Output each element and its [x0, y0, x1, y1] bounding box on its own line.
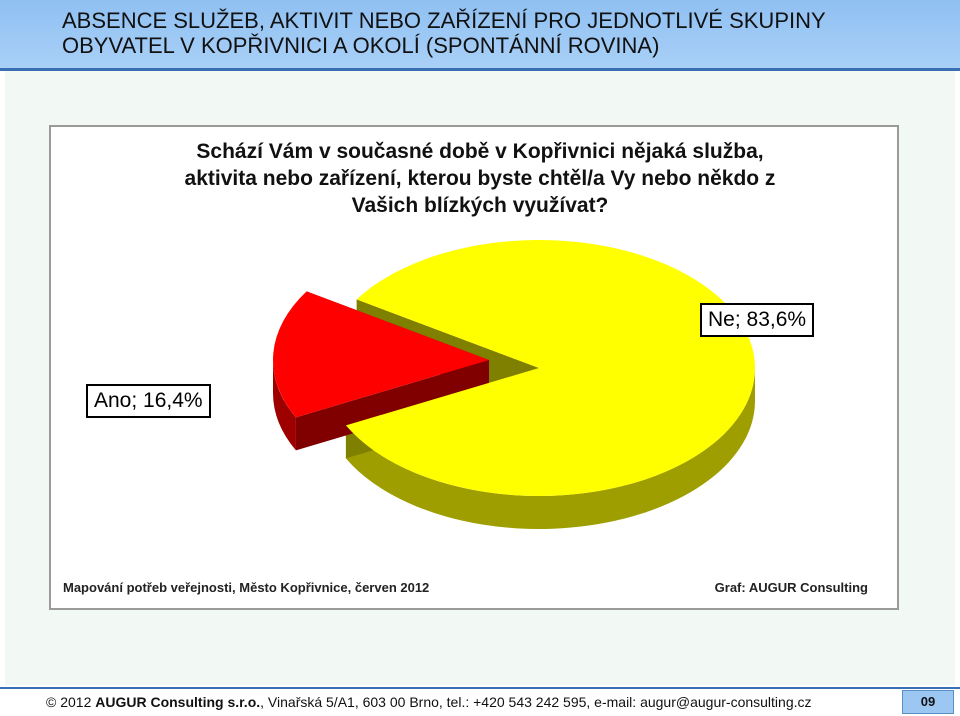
page-number: 09 — [902, 690, 954, 714]
pie-wall-ne-0 — [345, 368, 755, 529]
footer-contact: , Vinařská 5/A1, 603 00 Brno, tel.: +420… — [260, 694, 812, 710]
header-divider — [0, 68, 960, 71]
pie-slice-ne — [345, 240, 755, 496]
pie-tops — [273, 240, 755, 496]
chart-source-note: Mapování potřeb veřejnosti, Město Kopřiv… — [63, 580, 430, 595]
footer-copyright: © 2012 — [46, 694, 92, 710]
slide-header: ABSENCE SLUŽEB, AKTIVIT NEBO ZAŘÍZENÍ PR… — [0, 0, 960, 68]
data-label-ne: Ne; 83,6% — [700, 303, 815, 337]
footer-company: AUGUR Consulting s.r.o. — [95, 694, 261, 710]
footer-divider — [0, 687, 960, 689]
pie-slice-ano — [273, 291, 489, 418]
pie-chart — [273, 240, 755, 529]
footer: © 2012 AUGUR Consulting s.r.o., Vinařská… — [46, 694, 812, 710]
chart-title: Schází Vám v současné době v Kopřivnici … — [130, 138, 830, 219]
chart-title-line-3: Vašich blízkých využívat? — [351, 194, 609, 217]
slide-title-line-1: ABSENCE SLUŽEB, AKTIVIT NEBO ZAŘÍZENÍ PR… — [62, 8, 826, 33]
slide-title-line-2: OBYVATEL V KOPŘIVNICI A OKOLÍ (SPONTÁNNÍ… — [62, 33, 660, 58]
pie-cut-ano-0 — [295, 360, 489, 451]
slide-title: ABSENCE SLUŽEB, AKTIVIT NEBO ZAŘÍZENÍ PR… — [62, 8, 942, 58]
chart-title-line-2: aktivita nebo zařízení, kterou byste cht… — [184, 167, 776, 190]
chart-credit: Graf: AUGUR Consulting — [714, 580, 868, 595]
pie-slices — [273, 240, 755, 529]
chart-title-line-1: Schází Vám v současné době v Kopřivnici … — [196, 140, 764, 163]
data-label-ano: Ano; 16,4% — [86, 384, 211, 418]
pie-wall-ano-0 — [273, 360, 296, 451]
